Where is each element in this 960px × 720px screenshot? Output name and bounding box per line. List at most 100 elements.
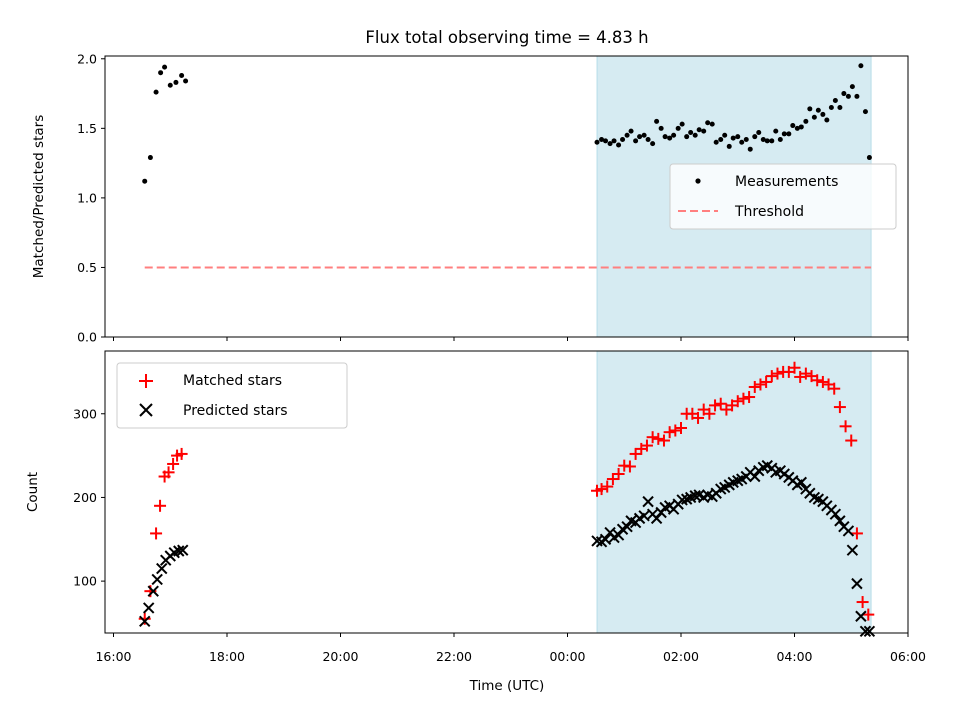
top-axes-frame: [104, 55, 909, 338]
measurement-point: [667, 135, 673, 141]
measurement-point: [730, 135, 736, 141]
legend-threshold-label: Threshold: [734, 204, 804, 220]
matched-star-point: [856, 596, 869, 609]
y-tick-label: 200: [73, 490, 97, 505]
y-tick-label: 0.5: [77, 260, 97, 275]
predicted-star-point: [173, 545, 185, 557]
matched-star-point: [816, 375, 829, 388]
measurement-point: [162, 64, 168, 70]
measurement-point: [611, 138, 617, 144]
matched-star-point: [150, 527, 163, 540]
x-tick-label: 00:00: [549, 649, 585, 664]
legend-predicted-stars-marker: [139, 403, 153, 417]
measurement-point: [594, 139, 600, 145]
matched-star-point: [862, 608, 875, 621]
predicted-star-point: [147, 585, 159, 597]
chart-title: Flux total observing time = 4.83 h: [365, 28, 648, 47]
matched-star-point: [167, 457, 180, 470]
legend-predicted-stars-label: Predicted stars: [183, 403, 288, 419]
measurement-point: [709, 121, 715, 127]
bottom-x-ticks: 16:00 18:00 20:00 22:00 00:00 02:00 04:00 06:00: [95, 633, 926, 664]
x-tick-label: 04:00: [776, 649, 812, 664]
measurement-point: [773, 128, 779, 134]
measurement-point: [616, 142, 622, 148]
matched-star-point: [154, 499, 167, 512]
predicted-stars-points: [139, 459, 876, 638]
bottom-y-ticks: 100 200 300: [73, 406, 105, 589]
predicted-star-point: [859, 625, 872, 638]
measurement-point: [153, 89, 159, 95]
matched-star-point: [675, 421, 688, 434]
measurement-point: [820, 111, 826, 117]
measurement-point: [777, 136, 783, 142]
measurement-point: [633, 138, 639, 144]
measurement-point: [179, 72, 185, 78]
measurement-point: [790, 123, 796, 129]
measurement-point: [620, 136, 626, 142]
measurement-point: [807, 106, 813, 112]
measurement-point: [849, 84, 855, 90]
bottom-panel: 100 200 300 16:00 18:00 20:00 22:00 00:00 02:00…: [25, 350, 926, 664]
bottom-axes-frame: [104, 350, 909, 634]
measurement-point: [624, 132, 630, 138]
predicted-star-point: [599, 533, 612, 545]
predicted-star-point: [151, 573, 163, 586]
predicted-star-point: [638, 510, 650, 522]
measurement-point: [167, 82, 173, 88]
top-legend: Measurements Threshold: [669, 163, 897, 230]
x-tick-label: 16:00: [95, 649, 131, 664]
y-tick-label: 1.5: [77, 121, 97, 136]
matched-star-point: [788, 361, 801, 374]
legend-measurements-label: Measurements: [735, 174, 838, 190]
measurement-point: [662, 134, 668, 140]
bottom-legend-box: [116, 362, 348, 429]
predicted-star-point: [177, 544, 189, 556]
predicted-star-point: [689, 490, 701, 502]
matched-star-point: [595, 483, 608, 496]
x-tick-label: 22:00: [436, 649, 472, 664]
matched-star-point: [606, 473, 619, 486]
matched-star-point: [629, 447, 642, 460]
legend-measurements-marker: [695, 178, 701, 184]
measurement-point: [735, 134, 741, 140]
measurement-point: [645, 136, 651, 142]
measurement-point: [641, 132, 647, 138]
measurement-point: [811, 114, 817, 120]
matched-star-point: [839, 420, 852, 433]
y-tick-label: 1.0: [77, 190, 97, 205]
measurement-point: [760, 136, 766, 142]
predicted-star-point: [612, 529, 625, 541]
matched-star-point: [640, 439, 653, 452]
top-panel: 0.00.51.01.52.0 Matched/Predicted stars …: [31, 51, 909, 345]
measurement-point: [650, 141, 656, 147]
measurement-point: [147, 155, 153, 161]
top-legend-box: [669, 163, 897, 230]
matched-star-point: [663, 426, 676, 439]
measurement-point: [794, 125, 800, 131]
y-tick-label: 300: [73, 406, 97, 421]
matched-star-point: [731, 395, 744, 408]
x-tick-label: 02:00: [663, 649, 699, 664]
predicted-star-point: [795, 476, 808, 489]
measurement-point: [607, 141, 613, 147]
matched-star-point: [743, 391, 756, 404]
top-y-axis-label: Matched/Predicted stars: [31, 115, 47, 278]
measurement-point: [158, 70, 164, 76]
measurement-point: [183, 78, 189, 84]
predicted-star-point: [621, 521, 633, 533]
predicted-star-point: [829, 508, 842, 520]
measurement-point: [637, 134, 643, 140]
matched-star-point: [748, 380, 761, 393]
measurement-point: [696, 127, 702, 133]
measurement-point: [841, 91, 847, 97]
measurement-point: [705, 120, 711, 126]
measurement-point: [718, 136, 724, 142]
measurement-point: [692, 132, 698, 138]
measurement-point: [803, 118, 809, 124]
measurement-point: [832, 98, 838, 104]
y-tick-label: 2.0: [77, 51, 97, 66]
measurement-point: [781, 131, 787, 137]
measurement-point: [688, 130, 694, 136]
predicted-star-point: [851, 577, 863, 590]
